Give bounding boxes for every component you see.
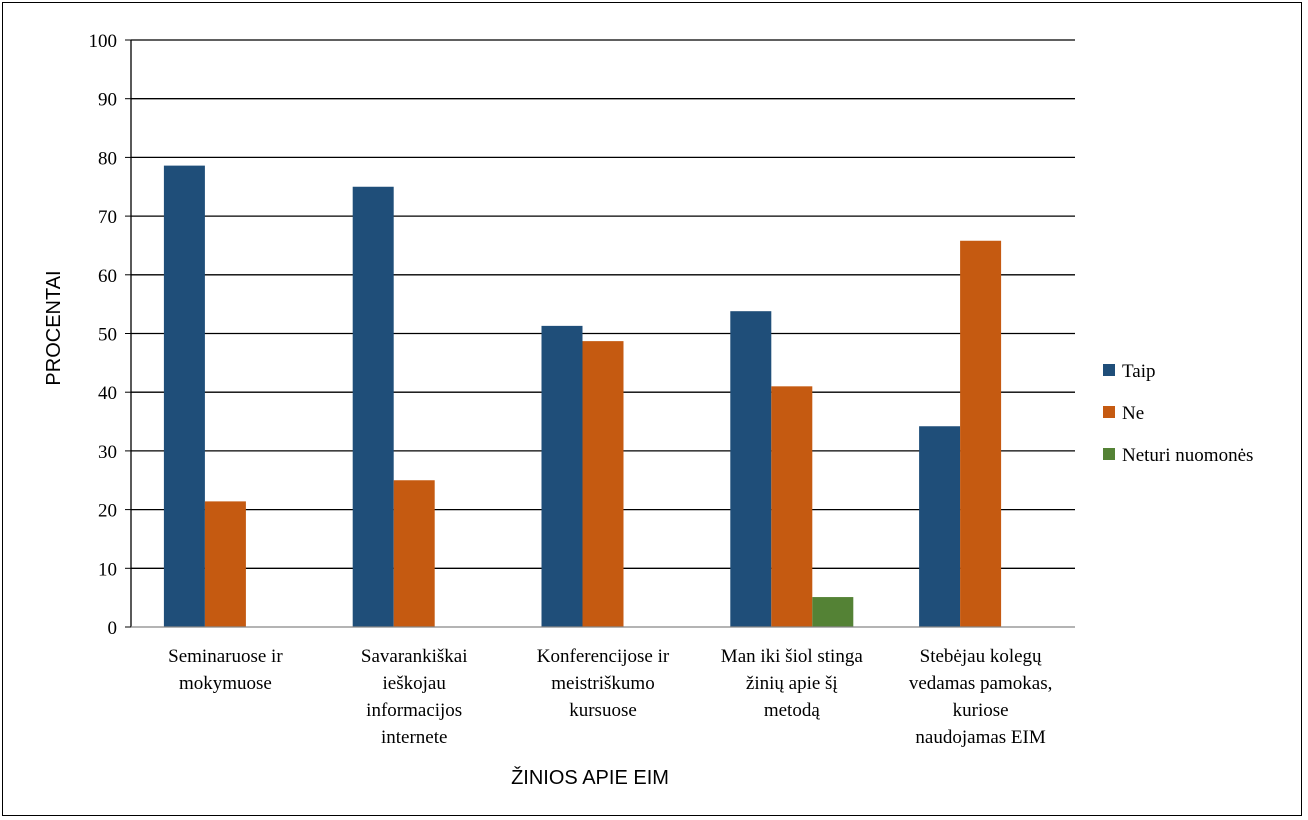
y-tick-label: 10 <box>98 559 117 580</box>
legend: Taip Ne Neturi nuomonės <box>1103 361 1253 466</box>
x-category-label: Savarankiškai ieškojau informacijos interne… <box>361 646 468 748</box>
y-tick-label: 90 <box>98 90 117 111</box>
bar-taip-3 <box>730 311 772 627</box>
bar-taip-0 <box>163 165 205 628</box>
x-category-label-line: meistriškumo <box>551 673 654 694</box>
x-category-label-line: žinių apie šį <box>746 673 838 694</box>
y-tick-label: 70 <box>98 207 117 228</box>
x-category-label-line: Savarankiškai <box>361 646 468 667</box>
bar-ne-1 <box>393 480 435 627</box>
x-category-label: Stebėjau kolegų vedamas pamokas, kuriose na… <box>909 646 1053 748</box>
axes <box>125 39 1075 628</box>
x-category-label-line: Man iki šiol stinga <box>721 646 864 667</box>
x-category-label-line: informacijos <box>366 700 462 721</box>
y-tick-labels: 0 10 20 30 40 50 60 70 80 90 100 <box>89 31 118 639</box>
y-axis-title: PROCENTAI <box>43 270 65 385</box>
bar-ne-2 <box>582 341 624 627</box>
x-category-label-line: metodą <box>764 700 820 721</box>
gridlines <box>131 39 1075 569</box>
legend-label-1: Ne <box>1122 403 1144 424</box>
x-category-label-line: Stebėjau kolegų <box>920 646 1042 667</box>
x-axis-title: ŽINIOS APIE EIM <box>511 766 669 789</box>
x-category-label-line: kuriose <box>953 700 1009 721</box>
x-category-label-line: internete <box>381 727 447 748</box>
x-category-label-line: Konferencijose ir <box>537 646 670 667</box>
y-tick-label: 100 <box>89 31 118 52</box>
x-category-labels: Seminaruose ir mokymuose Savarankiškai iešk… <box>168 646 1052 748</box>
bar-ne-4 <box>960 240 1002 627</box>
y-tick-label: 0 <box>108 618 118 639</box>
bar-taip-2 <box>541 325 583 627</box>
y-tick-label: 20 <box>98 501 117 522</box>
legend-swatch-1 <box>1103 406 1115 418</box>
x-category-label-line: kursuose <box>569 700 637 721</box>
x-category-label-line: naudojamas EIM <box>915 727 1045 748</box>
y-tick-label: 80 <box>98 148 117 169</box>
x-category-label-line: mokymuose <box>179 673 272 694</box>
bar-ne-3 <box>771 386 813 627</box>
bar-taip-1 <box>352 186 394 627</box>
y-tick-label: 30 <box>98 442 117 463</box>
x-category-label: Seminaruose ir mokymuose <box>168 646 283 694</box>
x-category-label-line: vedamas pamokas, <box>909 673 1053 694</box>
bar-neturi-nuomon-s-3 <box>812 597 854 627</box>
y-tick-label: 50 <box>98 325 117 346</box>
bars <box>163 165 1002 628</box>
legend-swatch-2 <box>1103 448 1115 460</box>
bar-taip-4 <box>919 426 961 627</box>
x-category-label: Man iki šiol stinga žinių apie šį metodą <box>721 646 864 721</box>
x-category-label-line: ieškojau <box>383 673 447 694</box>
legend-label-0: Taip <box>1122 361 1156 382</box>
x-category-label-line: Seminaruose ir <box>168 646 283 667</box>
bar-ne-0 <box>204 501 246 627</box>
legend-swatch-0 <box>1103 364 1115 376</box>
x-category-label: Konferencijose ir meistriškumo kursuose <box>537 646 670 721</box>
y-tick-label: 60 <box>98 266 117 287</box>
legend-label-2: Neturi nuomonės <box>1122 445 1253 466</box>
y-tick-label: 40 <box>98 383 117 404</box>
